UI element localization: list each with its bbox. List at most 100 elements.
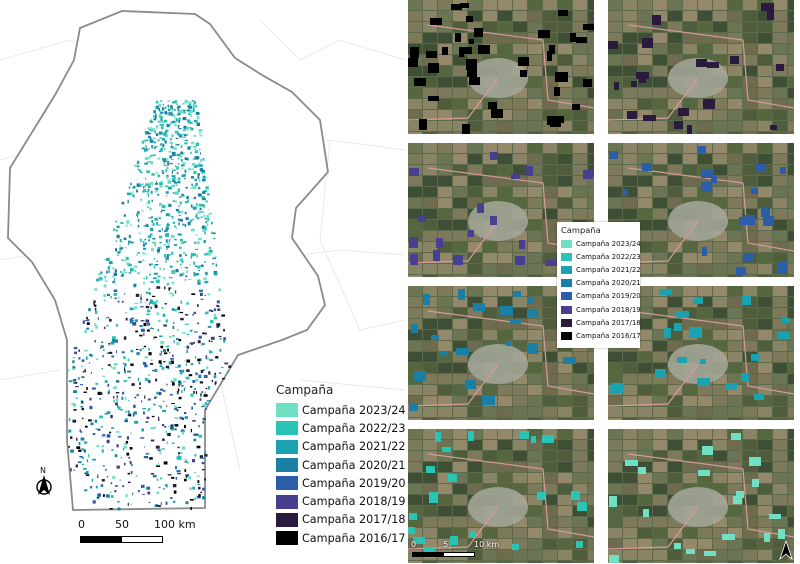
crop-parcel — [148, 132, 151, 135]
crop-parcel — [119, 238, 123, 243]
crop-parcel — [203, 394, 208, 397]
crop-parcel — [90, 354, 93, 357]
crop-parcel — [202, 157, 205, 161]
crop-parcel — [111, 427, 115, 429]
crop-parcel — [190, 428, 192, 433]
crop-parcel — [170, 360, 174, 365]
crop-parcel — [179, 263, 182, 266]
crop-parcel — [209, 350, 213, 354]
crop-parcel — [202, 469, 205, 471]
crop-parcel — [698, 470, 710, 476]
crop-parcel — [176, 338, 179, 340]
legend-item: Campaña 2022/23 — [276, 419, 406, 437]
crop-parcel — [120, 275, 122, 277]
crop-parcel — [143, 247, 147, 250]
crop-parcel — [198, 374, 202, 379]
crop-parcel — [139, 382, 142, 386]
crop-parcel — [117, 404, 119, 408]
crop-parcel — [172, 152, 176, 157]
crop-parcel — [761, 3, 774, 11]
crop-parcel — [430, 18, 442, 25]
crop-parcel — [159, 116, 164, 119]
crop-parcel — [81, 359, 85, 362]
crop-parcel — [157, 138, 160, 142]
crop-parcel — [174, 417, 179, 419]
crop-parcel — [168, 112, 172, 114]
crop-parcel — [163, 162, 166, 164]
crop-parcel — [168, 276, 170, 279]
crop-parcel — [179, 246, 182, 249]
inset-legend-item: Campaña 2020/21 — [561, 277, 641, 290]
crop-parcel — [68, 445, 70, 448]
crop-parcel — [182, 136, 186, 138]
crop-parcel — [129, 461, 132, 465]
legend-swatch — [276, 458, 298, 473]
crop-parcel — [466, 16, 473, 22]
crop-parcel — [178, 205, 180, 208]
crop-parcel — [146, 329, 150, 332]
crop-parcel — [144, 446, 146, 448]
crop-parcel — [687, 125, 692, 134]
crop-parcels — [67, 100, 232, 511]
crop-parcel — [154, 242, 156, 247]
crop-parcel — [94, 339, 96, 343]
crop-parcel — [97, 317, 99, 321]
crop-parcel — [188, 278, 192, 281]
crop-parcel — [175, 477, 178, 480]
crop-parcel — [450, 536, 458, 545]
crop-parcel — [141, 147, 145, 150]
crop-parcel — [213, 308, 217, 312]
crop-parcel — [112, 336, 116, 339]
crop-parcel — [157, 120, 161, 123]
inset-legend-swatch — [561, 292, 572, 301]
crop-parcel — [132, 413, 135, 417]
crop-parcel — [114, 490, 117, 493]
crop-parcel — [154, 505, 158, 507]
crop-parcel — [106, 293, 110, 297]
legend-title: Campaña — [276, 383, 334, 397]
crop-parcel — [100, 271, 103, 274]
crop-parcel — [116, 234, 120, 239]
crop-parcel — [195, 156, 200, 160]
crop-parcel — [778, 529, 785, 539]
crop-parcel — [168, 204, 172, 207]
crop-parcel — [143, 322, 147, 327]
crop-parcel — [167, 100, 171, 102]
crop-parcel — [201, 196, 205, 199]
crop-parcel — [192, 313, 194, 316]
crop-parcel — [148, 292, 151, 295]
crop-parcel — [160, 405, 162, 409]
crop-parcel — [563, 357, 576, 364]
crop-parcel — [767, 9, 774, 20]
crop-parcel — [163, 244, 167, 246]
crop-parcel — [84, 472, 88, 474]
crop-parcel — [194, 497, 196, 501]
crop-parcel — [193, 403, 196, 405]
crop-parcel — [81, 448, 85, 451]
crop-parcel — [86, 387, 88, 390]
crop-parcel — [148, 287, 151, 291]
crop-parcel — [153, 115, 155, 118]
crop-parcel — [173, 114, 176, 117]
crop-parcel — [163, 254, 166, 258]
crop-parcel — [210, 336, 215, 340]
crop-parcel — [146, 364, 149, 368]
crop-parcel — [170, 145, 174, 149]
crop-parcel — [571, 491, 580, 500]
crop-parcel — [81, 365, 83, 368]
crop-parcel — [144, 238, 147, 241]
crop-parcel — [78, 377, 80, 380]
crop-parcel — [188, 476, 191, 480]
crop-parcel — [103, 326, 106, 330]
crop-parcel — [164, 148, 166, 150]
crop-parcel — [208, 371, 211, 375]
crop-parcel — [156, 312, 159, 316]
crop-parcel — [776, 64, 784, 71]
crop-parcel — [203, 214, 205, 218]
crop-parcel — [145, 301, 147, 304]
crop-parcel — [121, 273, 124, 277]
crop-parcel — [207, 293, 211, 296]
crop-parcel — [165, 227, 169, 230]
crop-parcel — [113, 293, 118, 296]
crop-parcel — [136, 348, 139, 350]
